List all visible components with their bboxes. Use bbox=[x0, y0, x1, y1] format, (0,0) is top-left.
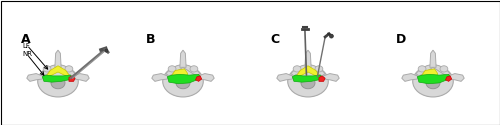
Polygon shape bbox=[402, 74, 417, 81]
Polygon shape bbox=[446, 76, 452, 81]
Ellipse shape bbox=[51, 77, 65, 89]
Text: D: D bbox=[396, 33, 406, 46]
Ellipse shape bbox=[412, 66, 454, 97]
Ellipse shape bbox=[330, 34, 334, 38]
Ellipse shape bbox=[38, 66, 78, 97]
Polygon shape bbox=[448, 74, 464, 81]
Polygon shape bbox=[27, 74, 42, 81]
Text: B: B bbox=[146, 33, 155, 46]
Ellipse shape bbox=[301, 77, 315, 89]
Text: A: A bbox=[20, 33, 30, 46]
Polygon shape bbox=[292, 75, 322, 82]
Polygon shape bbox=[152, 74, 168, 81]
Ellipse shape bbox=[43, 66, 51, 72]
Polygon shape bbox=[74, 74, 89, 81]
Polygon shape bbox=[180, 50, 186, 67]
Ellipse shape bbox=[315, 66, 323, 72]
Polygon shape bbox=[41, 64, 75, 76]
Ellipse shape bbox=[105, 49, 108, 52]
Polygon shape bbox=[277, 74, 292, 81]
Polygon shape bbox=[416, 64, 450, 76]
Polygon shape bbox=[198, 74, 214, 81]
Polygon shape bbox=[69, 76, 75, 81]
Polygon shape bbox=[196, 76, 202, 81]
Ellipse shape bbox=[288, 66, 329, 97]
Polygon shape bbox=[305, 50, 311, 67]
Ellipse shape bbox=[190, 66, 198, 72]
Ellipse shape bbox=[176, 77, 190, 89]
Ellipse shape bbox=[440, 66, 448, 72]
Text: LF: LF bbox=[22, 43, 30, 49]
Polygon shape bbox=[420, 69, 438, 78]
Polygon shape bbox=[42, 75, 72, 82]
Ellipse shape bbox=[426, 77, 440, 89]
Text: NR: NR bbox=[22, 51, 32, 57]
Text: C: C bbox=[270, 33, 280, 46]
Polygon shape bbox=[166, 64, 200, 76]
Polygon shape bbox=[55, 50, 61, 67]
Polygon shape bbox=[168, 74, 200, 84]
Ellipse shape bbox=[168, 66, 176, 72]
Ellipse shape bbox=[418, 66, 426, 72]
Ellipse shape bbox=[293, 66, 301, 72]
Polygon shape bbox=[294, 66, 322, 78]
Polygon shape bbox=[430, 50, 436, 67]
Ellipse shape bbox=[162, 66, 203, 97]
Polygon shape bbox=[324, 74, 339, 81]
Ellipse shape bbox=[65, 66, 73, 72]
Polygon shape bbox=[291, 64, 325, 76]
Polygon shape bbox=[319, 76, 325, 81]
Polygon shape bbox=[44, 66, 72, 78]
Polygon shape bbox=[170, 69, 188, 78]
Polygon shape bbox=[418, 74, 450, 84]
